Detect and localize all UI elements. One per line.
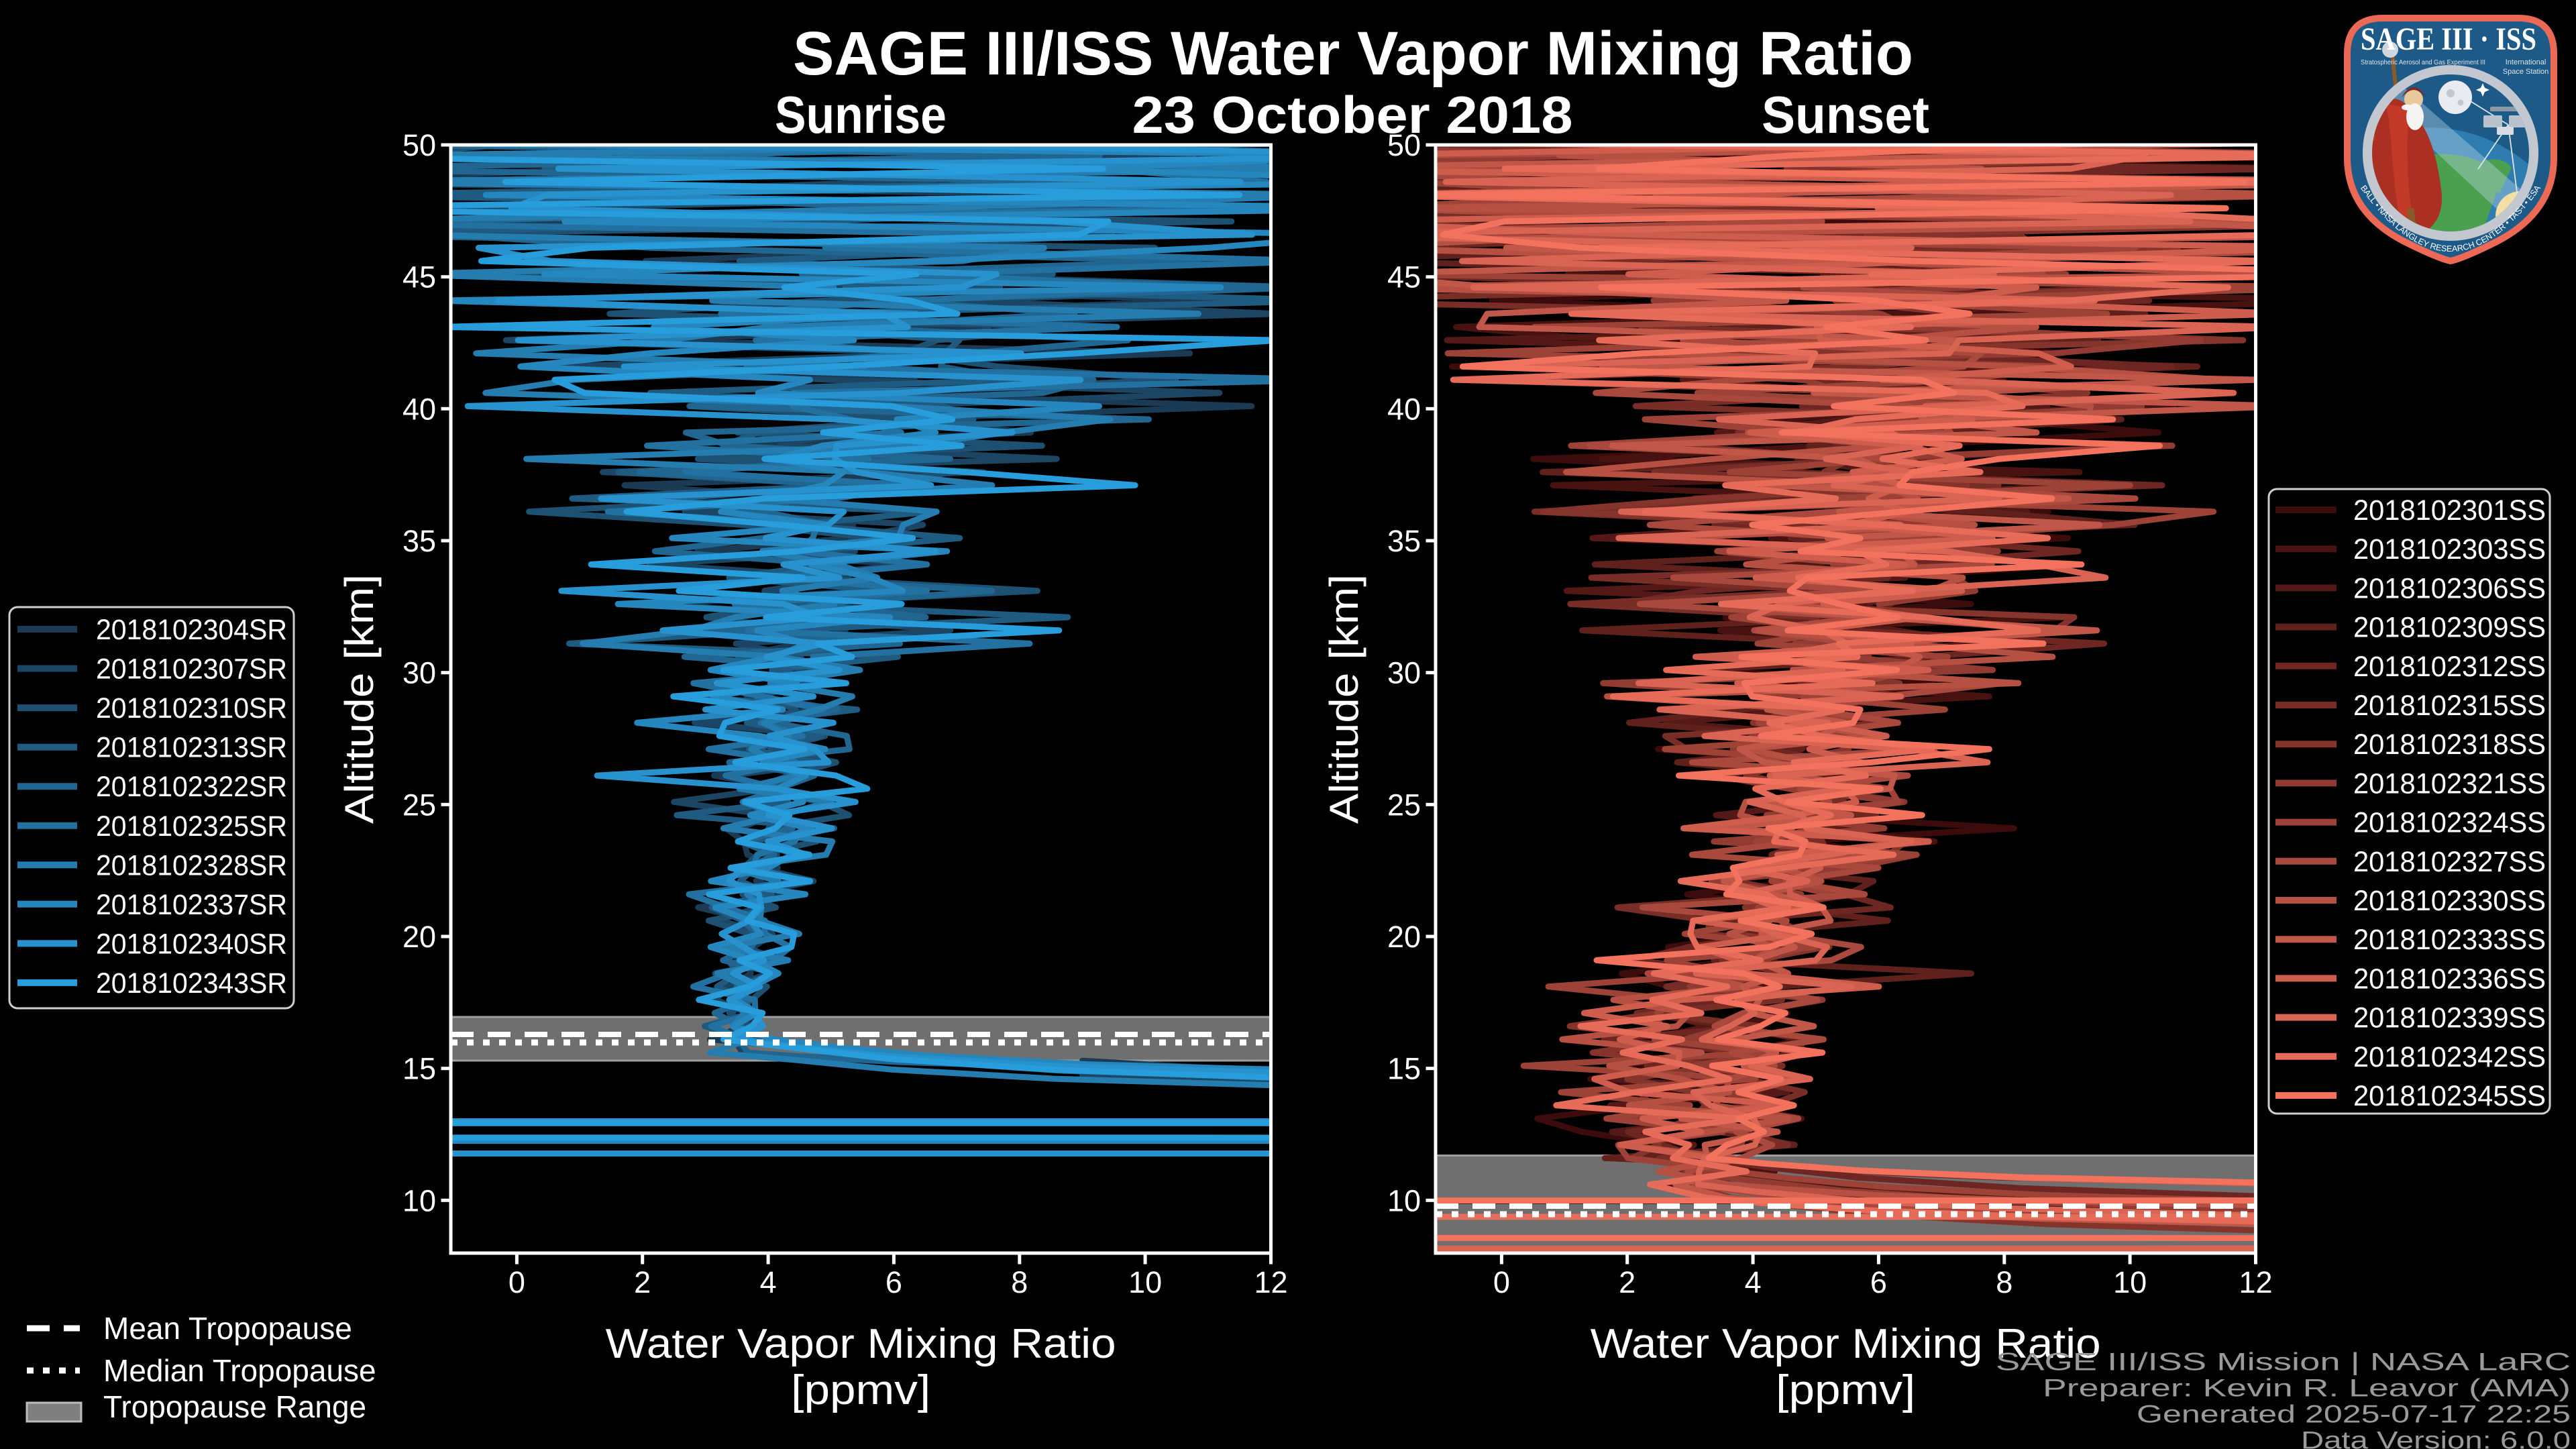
svg-text:8: 8	[1011, 1265, 1028, 1299]
svg-text:12: 12	[2239, 1265, 2272, 1299]
svg-text:2018102340SR: 2018102340SR	[96, 928, 287, 960]
svg-text:International: International	[2506, 58, 2546, 66]
svg-text:2018102307SR: 2018102307SR	[96, 653, 287, 686]
svg-text:Space Station: Space Station	[2503, 68, 2549, 76]
svg-text:2018102324SS: 2018102324SS	[2353, 807, 2546, 839]
svg-text:SAGE III · ISS: SAGE III · ISS	[2361, 21, 2536, 57]
svg-text:[ppmv]: [ppmv]	[1776, 1367, 1915, 1413]
svg-text:30: 30	[402, 656, 436, 690]
svg-text:0: 0	[1493, 1265, 1510, 1299]
svg-text:Sunset: Sunset	[1762, 85, 1929, 144]
svg-text:Median Tropopause: Median Tropopause	[103, 1353, 376, 1388]
svg-text:25: 25	[402, 788, 436, 822]
svg-text:35: 35	[402, 524, 436, 558]
svg-text:20: 20	[1387, 920, 1421, 954]
svg-text:2018102309SS: 2018102309SS	[2353, 612, 2546, 644]
svg-text:10: 10	[402, 1183, 436, 1218]
svg-text:35: 35	[1387, 524, 1421, 558]
svg-text:20: 20	[402, 920, 436, 954]
svg-text:0: 0	[508, 1265, 525, 1299]
svg-text:10: 10	[1387, 1183, 1421, 1218]
svg-text:23 October 2018: 23 October 2018	[1132, 85, 1573, 144]
svg-text:15: 15	[1387, 1052, 1421, 1086]
svg-text:25: 25	[1387, 788, 1421, 822]
svg-text:40: 40	[1387, 392, 1421, 426]
svg-text:12: 12	[1254, 1265, 1287, 1299]
svg-text:2018102303SS: 2018102303SS	[2353, 533, 2546, 566]
svg-text:2018102306SS: 2018102306SS	[2353, 572, 2546, 604]
svg-text:2018102327SS: 2018102327SS	[2353, 846, 2546, 878]
svg-text:Mean Tropopause: Mean Tropopause	[103, 1311, 352, 1346]
svg-text:2018102339SS: 2018102339SS	[2353, 1002, 2546, 1034]
svg-text:6: 6	[1870, 1265, 1887, 1299]
svg-text:Preparer: Kevin R. Leavor (AMA: Preparer: Kevin R. Leavor (AMA)	[2043, 1375, 2571, 1402]
svg-text:Sunrise: Sunrise	[775, 85, 947, 144]
svg-text:2: 2	[634, 1265, 651, 1299]
svg-text:2018102325SR: 2018102325SR	[96, 810, 287, 843]
svg-text:2018102333SS: 2018102333SS	[2353, 924, 2546, 956]
svg-text:2018102337SR: 2018102337SR	[96, 889, 287, 921]
svg-text:Water Vapor Mixing Ratio: Water Vapor Mixing Ratio	[606, 1321, 1116, 1367]
svg-text:2018102328SR: 2018102328SR	[96, 849, 287, 881]
svg-text:2018102321SS: 2018102321SS	[2353, 767, 2546, 800]
svg-text:2018102301SS: 2018102301SS	[2353, 494, 2546, 527]
svg-text:Data Version: 6.0.0: Data Version: 6.0.0	[2301, 1427, 2571, 1449]
svg-text:2018102310SR: 2018102310SR	[96, 692, 287, 724]
svg-text:Altitude [km]: Altitude [km]	[337, 574, 382, 824]
svg-text:15: 15	[402, 1052, 436, 1086]
svg-text:2018102313SR: 2018102313SR	[96, 732, 287, 764]
svg-text:Generated 2025-07-17 22:25: Generated 2025-07-17 22:25	[2137, 1401, 2571, 1428]
svg-text:2018102336SS: 2018102336SS	[2353, 963, 2546, 995]
svg-text:SAGE III/ISS Water Vapor Mixin: SAGE III/ISS Water Vapor Mixing Ratio	[793, 19, 1913, 88]
svg-text:50: 50	[402, 128, 436, 162]
svg-text:2018102330SS: 2018102330SS	[2353, 885, 2546, 917]
svg-text:10: 10	[2113, 1265, 2147, 1299]
svg-text:2: 2	[1619, 1265, 1635, 1299]
svg-text:Altitude [km]: Altitude [km]	[1322, 574, 1366, 824]
svg-text:8: 8	[1996, 1265, 2012, 1299]
svg-text:2018102322SR: 2018102322SR	[96, 771, 287, 803]
svg-text:Water Vapor Mixing Ratio: Water Vapor Mixing Ratio	[1591, 1321, 2101, 1367]
svg-text:45: 45	[1387, 260, 1421, 294]
svg-text:2018102312SS: 2018102312SS	[2353, 651, 2546, 683]
svg-text:2018102315SS: 2018102315SS	[2353, 690, 2546, 722]
svg-text:4: 4	[760, 1265, 777, 1299]
svg-text:Stratospheric Aerosol and Gas: Stratospheric Aerosol and Gas Experiment…	[2361, 58, 2485, 66]
svg-text:2018102304SR: 2018102304SR	[96, 614, 287, 646]
svg-text:50: 50	[1387, 128, 1421, 162]
svg-text:Tropopause Range: Tropopause Range	[103, 1389, 366, 1424]
svg-text:2018102343SR: 2018102343SR	[96, 967, 287, 1000]
svg-text:[ppmv]: [ppmv]	[791, 1367, 930, 1413]
svg-text:40: 40	[402, 392, 436, 426]
svg-text:45: 45	[402, 260, 436, 294]
svg-text:2018102345SS: 2018102345SS	[2353, 1080, 2546, 1112]
svg-text:SAGE III/ISS Mission | NASA La: SAGE III/ISS Mission | NASA LaRC	[1996, 1348, 2571, 1376]
svg-text:4: 4	[1745, 1265, 1762, 1299]
svg-text:10: 10	[1128, 1265, 1162, 1299]
svg-text:6: 6	[885, 1265, 902, 1299]
svg-text:30: 30	[1387, 656, 1421, 690]
svg-text:2018102318SS: 2018102318SS	[2353, 729, 2546, 761]
svg-text:2018102342SS: 2018102342SS	[2353, 1041, 2546, 1073]
